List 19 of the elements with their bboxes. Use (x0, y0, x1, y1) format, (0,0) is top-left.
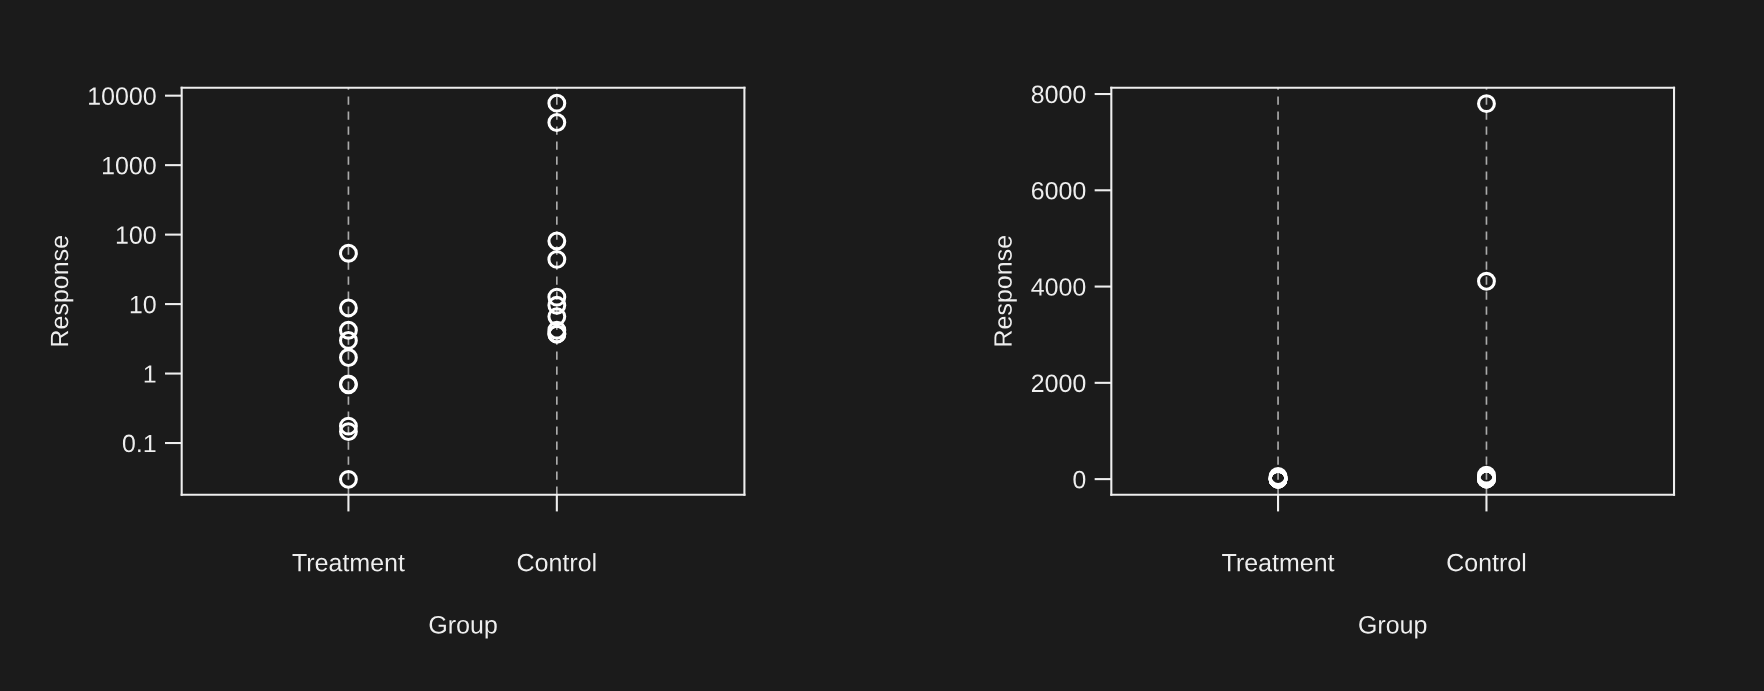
y-tick-label: 8000 (1031, 85, 1086, 104)
y-tick-label: 0.1 (122, 434, 156, 453)
y-tick-label: 1 (144, 365, 156, 383)
y-tick-label: 100 (116, 226, 156, 244)
y-tick-label: 1000 (102, 156, 156, 175)
y-tick-label: 4000 (1031, 278, 1086, 296)
y-tick-label: 2000 (1031, 374, 1086, 393)
y-axis-title: Response (994, 236, 1017, 346)
x-tick-label: Control (1447, 553, 1526, 572)
x-tick-label: Control (517, 553, 596, 572)
y-axis-title: Response (50, 236, 74, 346)
x-tick-label: Treatment (1222, 554, 1335, 572)
y-tick-label: 10 (130, 295, 156, 314)
x-axis-title: Group (1359, 615, 1427, 639)
x-axis-title: Group (429, 615, 497, 639)
y-tick-label: 6000 (1031, 181, 1086, 200)
x-tick-label: Treatment (292, 554, 405, 572)
y-tick-label: 10000 (89, 87, 156, 105)
y-tick-label: 0 (1073, 470, 1086, 489)
